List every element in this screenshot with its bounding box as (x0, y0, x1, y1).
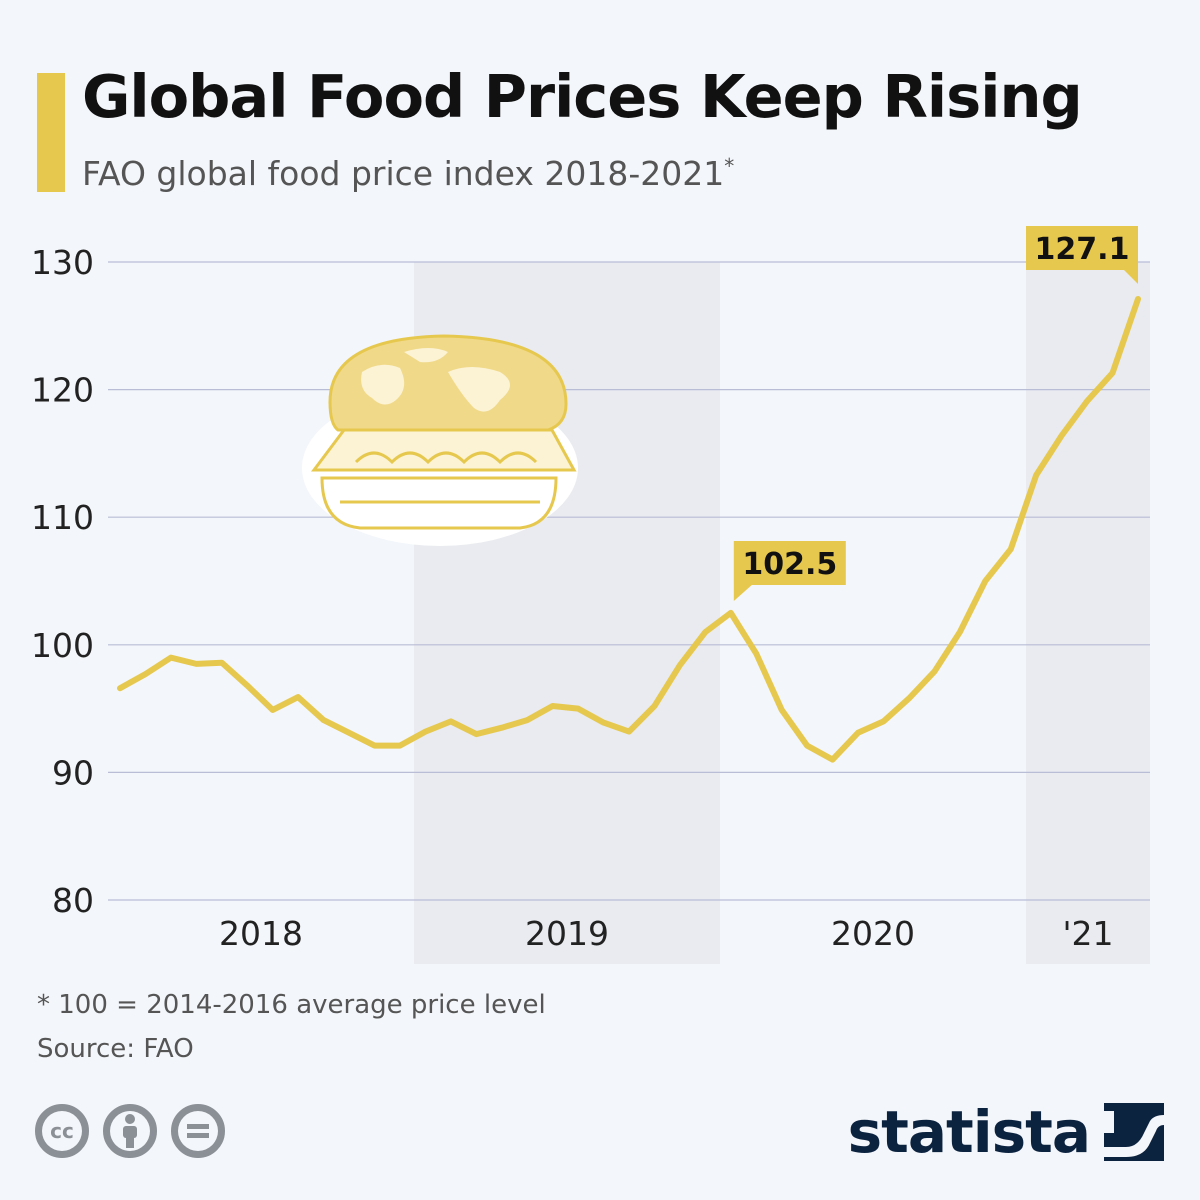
burger-globe-icon (302, 334, 578, 546)
callout-pointer (1124, 270, 1138, 284)
equals-glyph (187, 1124, 209, 1138)
person-glyph (123, 1114, 137, 1148)
y-tick-label: 80 (52, 881, 94, 920)
y-tick-label: 130 (31, 243, 94, 282)
year-bands (414, 262, 1150, 964)
y-tick-label: 100 (31, 626, 94, 665)
page-title: Global Food Prices Keep Rising (82, 62, 1083, 131)
data-label: 102.5 (742, 547, 837, 582)
gridlines (108, 261, 1150, 901)
statista-mark-icon (1104, 1103, 1164, 1161)
series-line (117, 296, 1141, 763)
brand-name: statista (847, 1098, 1091, 1166)
page-subtitle: FAO global food price index 2018-2021* (82, 154, 734, 193)
x-year-label: 2020 (831, 914, 915, 953)
callout-pointer (733, 585, 752, 601)
y-axis-ticks: 80 90 100 110 120 130 (31, 243, 94, 920)
x-axis-labels: 2018 2019 2020 '21 (219, 914, 1114, 953)
x-year-label: '21 (1062, 914, 1113, 953)
y-tick-label: 110 (31, 498, 94, 537)
callout-box (1026, 226, 1138, 270)
callout-box (733, 541, 846, 585)
data-label: 127.1 (1035, 232, 1130, 267)
accent-bar (37, 73, 65, 192)
statista-logo[interactable]: statista (848, 1098, 1164, 1166)
cc-label: cc (42, 1111, 82, 1151)
year-band (1026, 262, 1150, 964)
x-year-label: 2019 (525, 914, 609, 953)
data-annotations: 102.5 127.1 (733, 226, 1138, 601)
y-tick-label: 90 (52, 753, 94, 792)
footnote: * 100 = 2014-2016 average price level (37, 990, 546, 1020)
license-icons: cc (35, 1104, 225, 1158)
subtitle-asterisk: * (724, 154, 735, 178)
y-tick-label: 120 (31, 371, 94, 410)
subtitle-text: FAO global food price index 2018-2021 (82, 154, 725, 193)
x-year-label: 2018 (219, 914, 303, 953)
no-derivatives-icon[interactable] (171, 1104, 225, 1158)
attribution-icon[interactable] (103, 1104, 157, 1158)
source-note: Source: FAO (37, 1034, 194, 1064)
creative-commons-icon[interactable]: cc (35, 1104, 89, 1158)
